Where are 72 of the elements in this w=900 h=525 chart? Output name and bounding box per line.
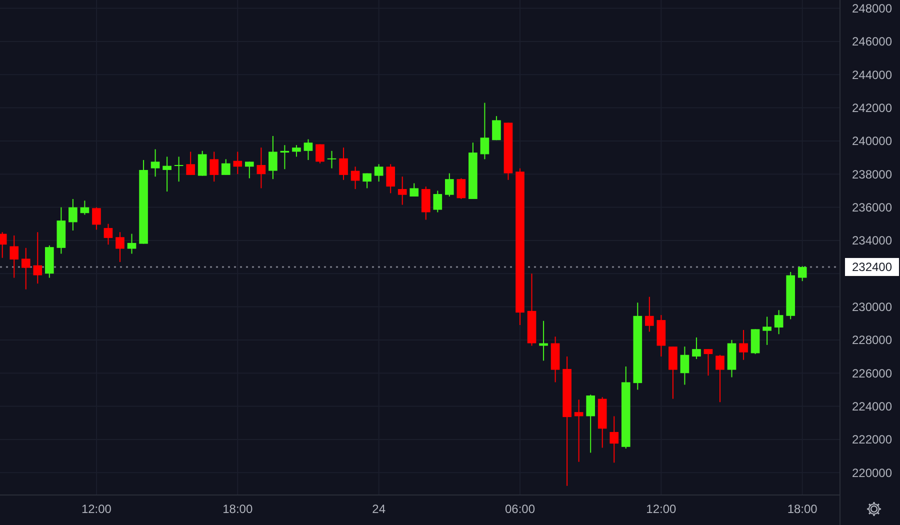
candlestick [162,156,172,192]
candlestick [774,310,784,335]
candlestick [410,182,419,198]
candlestick [150,148,160,178]
candlestick [21,247,30,290]
candlestick [92,206,101,230]
candlestick [327,150,336,169]
candlestick [68,198,78,232]
candlestick [268,135,278,180]
candlestick [127,233,136,254]
y-tick-label: 242000 [852,100,892,115]
candlestick [421,186,430,220]
x-tick-label: 18:00 [222,502,253,516]
y-tick-label: 234000 [852,234,892,248]
x-tick-label: 12:00 [646,502,677,516]
candlestick [33,232,42,284]
x-tick-label: 24 [372,502,386,516]
y-tick-label: 226000 [852,366,892,380]
candlestick [762,316,772,346]
candlestick [798,266,807,282]
y-tick-label: 230000 [852,300,892,314]
candlestick [716,354,724,403]
candlestick [539,320,548,362]
candlestick [256,147,266,189]
y-tick-label: 238000 [852,167,892,182]
x-tick-label: 18:00 [787,502,818,516]
candlestick [292,144,301,158]
candlestick [645,296,654,332]
candlestick [586,394,595,454]
y-tick-label: 240000 [852,134,892,148]
y-tick-label: 248000 [852,1,892,16]
candlestick [398,176,407,206]
candlestick [692,336,701,360]
candlestick [186,151,195,176]
y-tick-label: 224000 [852,399,892,414]
candlestick [339,147,348,180]
y-tick-label: 246000 [852,34,892,49]
candlestick [233,151,242,175]
candlestick [116,232,124,263]
candlestick [739,330,748,360]
x-tick-label: 06:00 [504,502,536,516]
candlestick [10,234,19,278]
candlestick [362,172,372,189]
candlestick [480,102,490,160]
candlestick [80,200,90,216]
y-tick-label: 220000 [852,466,892,480]
candlestick [433,190,442,213]
candlestick [174,156,184,182]
candlestick [456,178,466,200]
candlestick [704,348,713,376]
candlestick [245,161,254,179]
candlestick [210,151,219,182]
candlestick [386,164,395,194]
candlestick [668,346,678,400]
y-tick-label: 236000 [852,200,892,214]
candlestick [304,138,313,161]
candlestick [198,150,207,176]
candlestick [104,223,113,246]
y-tick-label: 244000 [852,68,892,82]
ref-line-label: 232400 [852,260,892,274]
candlestick [492,116,501,141]
y-tick-label: 222000 [852,432,892,447]
candlestick [350,166,360,190]
candlestick [221,158,230,176]
candlestick [316,144,324,164]
candlestick [574,399,584,462]
x-tick-label: 12:00 [81,502,112,516]
candlestick [610,416,619,464]
candlestick [445,172,454,198]
y-tick-label: 228000 [852,333,892,348]
candlestick [374,164,384,182]
candlestick [680,346,690,386]
